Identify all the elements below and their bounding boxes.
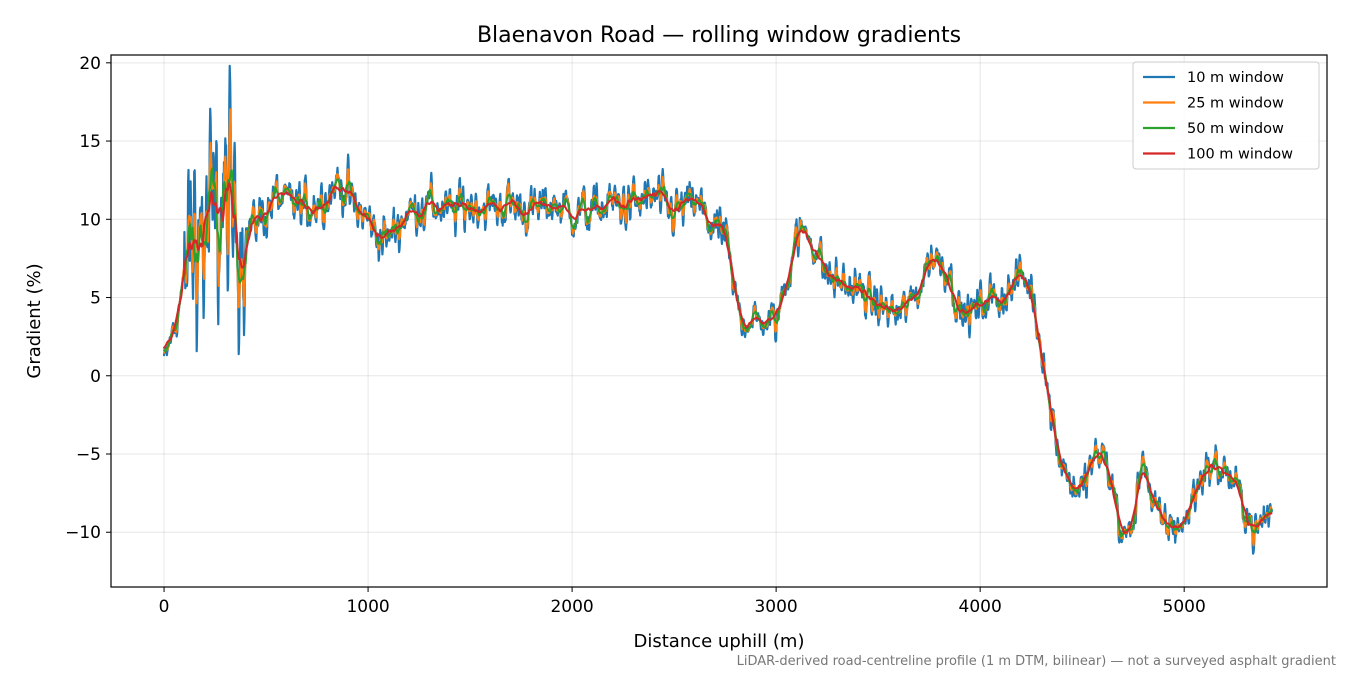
x-tick-label: 5000 xyxy=(1163,597,1206,617)
legend-box xyxy=(1132,61,1320,170)
x-axis-label: Distance uphill (m) xyxy=(634,631,805,652)
x-axis: 0 1000 2000 3000 4000 5000 xyxy=(159,587,1206,617)
x-tick-label: 0 xyxy=(159,597,170,617)
y-tick-label: 5 xyxy=(90,289,101,309)
y-axis: −10 −5 0 5 10 15 20 xyxy=(65,54,111,543)
y-tick-label: 20 xyxy=(79,54,101,74)
series-lines xyxy=(162,64,1273,555)
x-tick-label: 3000 xyxy=(754,597,797,617)
plot-frame xyxy=(110,54,1328,588)
x-tick-label: 2000 xyxy=(550,597,593,617)
x-tick-label: 1000 xyxy=(346,597,389,617)
legend-label: 50 m window xyxy=(1187,121,1284,137)
series-line-1 xyxy=(162,64,1273,555)
x-tick-label: 4000 xyxy=(959,597,1002,617)
y-tick-label: −10 xyxy=(65,523,101,543)
legend: 10 m window 25 m window 50 m window 100 m w… xyxy=(1132,61,1320,170)
series-line-2 xyxy=(163,108,1273,547)
y-tick-label: 15 xyxy=(79,132,101,152)
legend-label: 100 m window xyxy=(1187,147,1293,163)
y-tick-label: 0 xyxy=(90,367,101,387)
legend-label: 10 m window xyxy=(1187,70,1284,86)
series-line-4 xyxy=(163,182,1273,534)
chart-title: Blaenavon Road — rolling window gradient… xyxy=(477,23,961,48)
legend-label: 25 m window xyxy=(1187,96,1284,112)
y-axis-label: Gradient (%) xyxy=(24,263,45,378)
y-tick-label: −5 xyxy=(76,445,101,465)
footnote: LiDAR-derived road-centreline profile (1… xyxy=(737,654,1336,669)
y-tick-label: 10 xyxy=(79,210,101,230)
